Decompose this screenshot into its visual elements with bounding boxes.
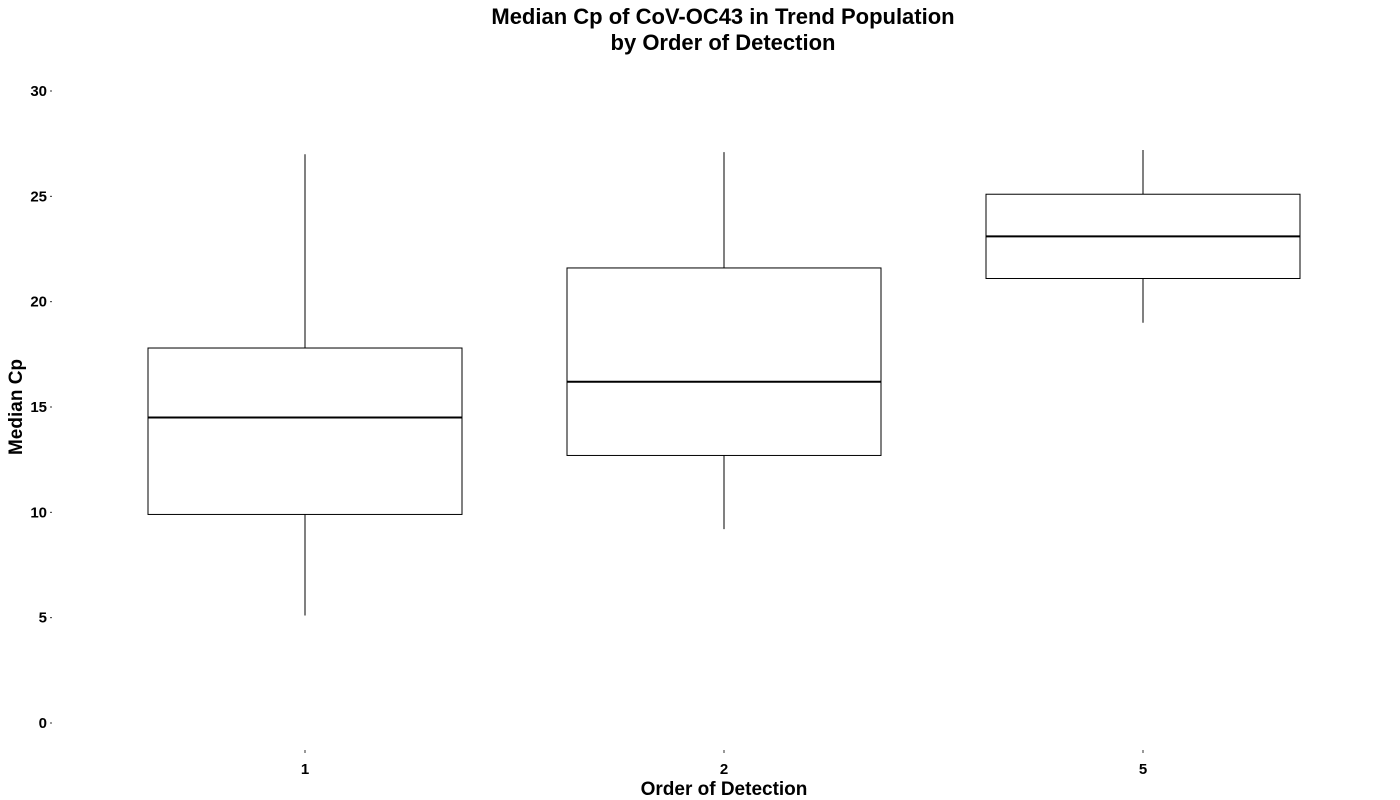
y-tick-label: 20 (30, 294, 47, 311)
y-axis-title: Median Cp (6, 359, 27, 455)
y-tick-label: 0 (39, 715, 47, 732)
chart-title-line-1: Median Cp of CoV-OC43 in Trend Populatio… (491, 4, 954, 29)
y-tick-label: 30 (30, 83, 47, 100)
x-tick-label: 2 (720, 761, 728, 778)
boxplot-boxes (147, 149, 1301, 616)
x-axis-title: Order of Detection (641, 779, 808, 800)
box-iqr (147, 347, 463, 515)
chart-title-line-2: by Order of Detection (611, 30, 836, 55)
box-group-1 (147, 154, 463, 616)
y-tick-label: 10 (30, 504, 47, 521)
box-group-5 (985, 149, 1301, 323)
x-axis-ticks: 1 2 5 (301, 750, 1147, 778)
y-axis-ticks: 0 5 10 15 20 25 30 (30, 83, 52, 732)
box-iqr (566, 267, 882, 456)
x-tick-label: 1 (301, 761, 309, 778)
box-group-2 (566, 152, 882, 530)
y-tick-label: 25 (30, 188, 47, 205)
y-tick-label: 15 (30, 399, 47, 416)
y-tick-label: 5 (39, 610, 47, 627)
x-tick-label: 5 (1139, 761, 1147, 778)
